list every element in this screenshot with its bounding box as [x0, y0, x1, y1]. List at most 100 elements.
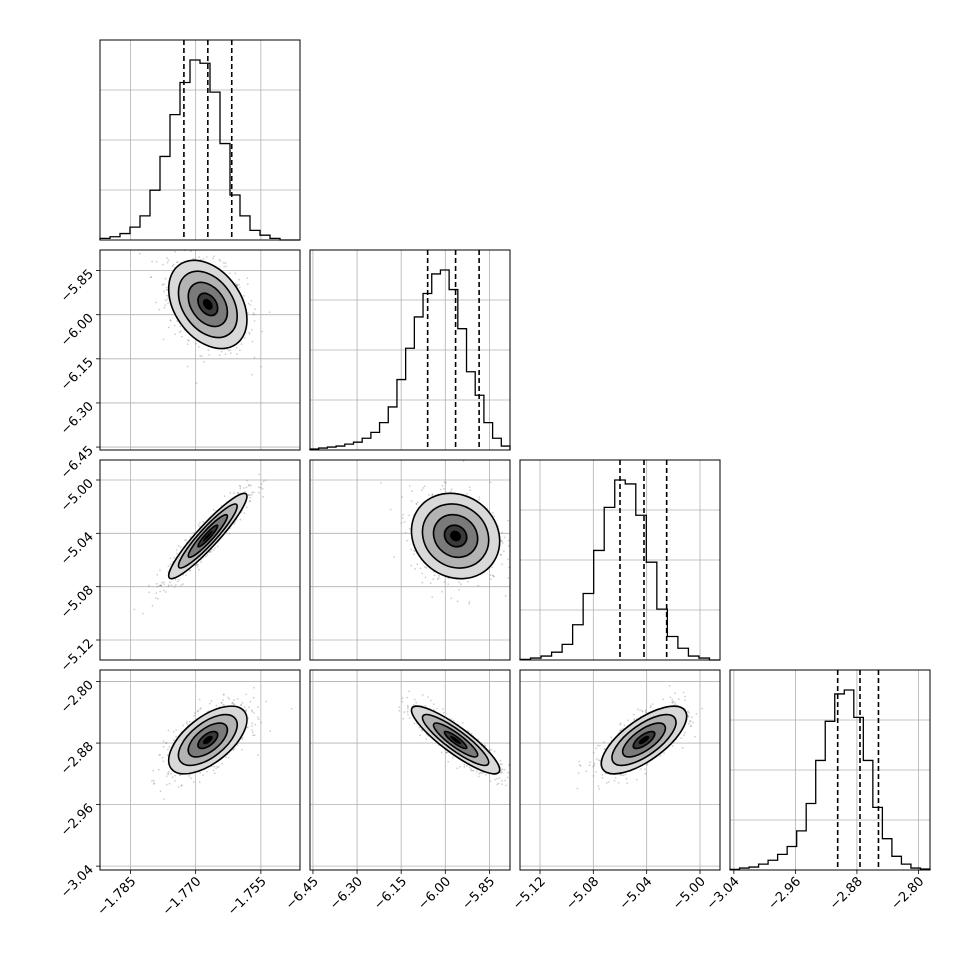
scatter-point	[250, 373, 253, 376]
scatter-point	[410, 500, 413, 503]
scatter-point	[251, 340, 254, 343]
scatter-point	[470, 769, 473, 772]
scatter-point	[437, 577, 440, 579]
scatter-point	[257, 706, 259, 709]
scatter-point	[614, 777, 617, 779]
scatter-point	[610, 736, 613, 739]
scatter-point	[432, 703, 435, 706]
scatter-point	[450, 488, 453, 491]
scatter-point	[245, 709, 248, 712]
scatter-point	[213, 772, 216, 775]
scatter-point	[441, 485, 444, 487]
scatter-point	[193, 531, 196, 534]
scatter-point	[173, 739, 176, 741]
scatter-point	[175, 735, 178, 738]
y-tick-labels-param-4: −3.04−2.96−2.88−2.80	[58, 678, 100, 901]
scatter-point	[496, 777, 499, 780]
scatter-point	[205, 555, 207, 558]
scatter-point	[421, 581, 424, 584]
contour-line	[187, 281, 229, 328]
scatter-point	[205, 256, 208, 259]
histogram-steps	[729, 689, 931, 871]
x-tick-labels-param-1: −1.785 −1.770 −1.755	[95, 870, 270, 919]
scatter-point	[423, 485, 426, 488]
scatter-point	[200, 355, 203, 358]
scatter-point	[408, 717, 411, 719]
scatter-point	[231, 702, 234, 705]
scatter-point	[199, 708, 202, 710]
scatter-point	[171, 265, 174, 268]
scatter-point	[261, 330, 263, 333]
scatter-panel-2-1	[99, 249, 301, 451]
scatter-point	[241, 737, 244, 739]
scatter-point	[415, 503, 418, 506]
scatter-point	[468, 602, 470, 605]
scatter-point	[268, 311, 271, 314]
scatter-point	[502, 550, 505, 553]
scatter-point	[152, 783, 155, 785]
scatter-point	[220, 702, 223, 704]
scatter-point	[167, 585, 170, 588]
panel-content	[100, 460, 300, 660]
x-tick-label: −2.80	[889, 874, 928, 913]
x-tick-labels-param-4: −3.04 −2.96 −2.88 −2.80	[704, 870, 927, 913]
scatter-point	[167, 772, 169, 775]
scatter-point	[155, 301, 157, 304]
scatter-point	[401, 700, 404, 703]
histogram-frame	[309, 249, 511, 451]
scatter-point	[213, 765, 216, 768]
scatter-point	[501, 780, 503, 782]
scatter-point	[164, 299, 167, 302]
scatter-point	[162, 745, 165, 748]
scatter-point	[238, 286, 241, 289]
scatter-point	[461, 722, 464, 724]
scatter-point	[439, 488, 442, 491]
scatter-point	[477, 584, 480, 587]
density-level	[450, 530, 462, 542]
scatter-point	[592, 765, 594, 768]
contour-line	[421, 503, 490, 569]
scatter-point	[491, 574, 494, 576]
scatter-point	[402, 513, 405, 516]
scatter-point	[501, 768, 504, 771]
scatter-point	[406, 696, 409, 699]
scatter-point	[212, 508, 215, 511]
panel-content	[310, 670, 510, 870]
marginal-histogram-param-2	[309, 249, 511, 451]
scatter-point	[462, 460, 465, 462]
scatter-point	[431, 596, 434, 598]
scatter-point	[175, 549, 178, 551]
scatter-point	[470, 768, 472, 770]
scatter-point	[598, 787, 601, 790]
scatter-point	[436, 578, 439, 581]
scatter-point	[246, 277, 249, 279]
scatter-point	[248, 494, 251, 497]
scatter-point	[401, 697, 404, 699]
scatter-point	[186, 720, 188, 723]
scatter-point	[477, 775, 480, 778]
scatter-point	[491, 566, 493, 569]
scatter-point	[178, 331, 181, 334]
scatter-point	[243, 487, 245, 489]
scatter-point	[175, 552, 178, 555]
scatter-point	[504, 594, 507, 597]
histogram-frame	[99, 39, 301, 241]
scatter-point	[181, 784, 183, 787]
scatter-point	[192, 257, 195, 260]
scatter-point	[644, 768, 646, 771]
scatter-point	[621, 727, 624, 730]
scatter-panel-3-2	[309, 459, 511, 661]
scatter-point	[156, 573, 159, 576]
y-tick-labels-param-2: −6.45−6.30−6.15−6.00−5.85	[58, 267, 100, 482]
scatter-point	[479, 771, 482, 774]
scatter-point	[153, 782, 156, 785]
scatter-point	[258, 473, 260, 476]
scatter-point	[246, 479, 248, 482]
scatter-point	[182, 583, 184, 586]
scatter-point	[415, 502, 418, 505]
scatter-point	[158, 754, 161, 756]
scatter-point	[469, 489, 472, 491]
scatter-point	[500, 772, 502, 774]
scatter-point	[166, 754, 169, 757]
scatter-point	[180, 584, 183, 587]
